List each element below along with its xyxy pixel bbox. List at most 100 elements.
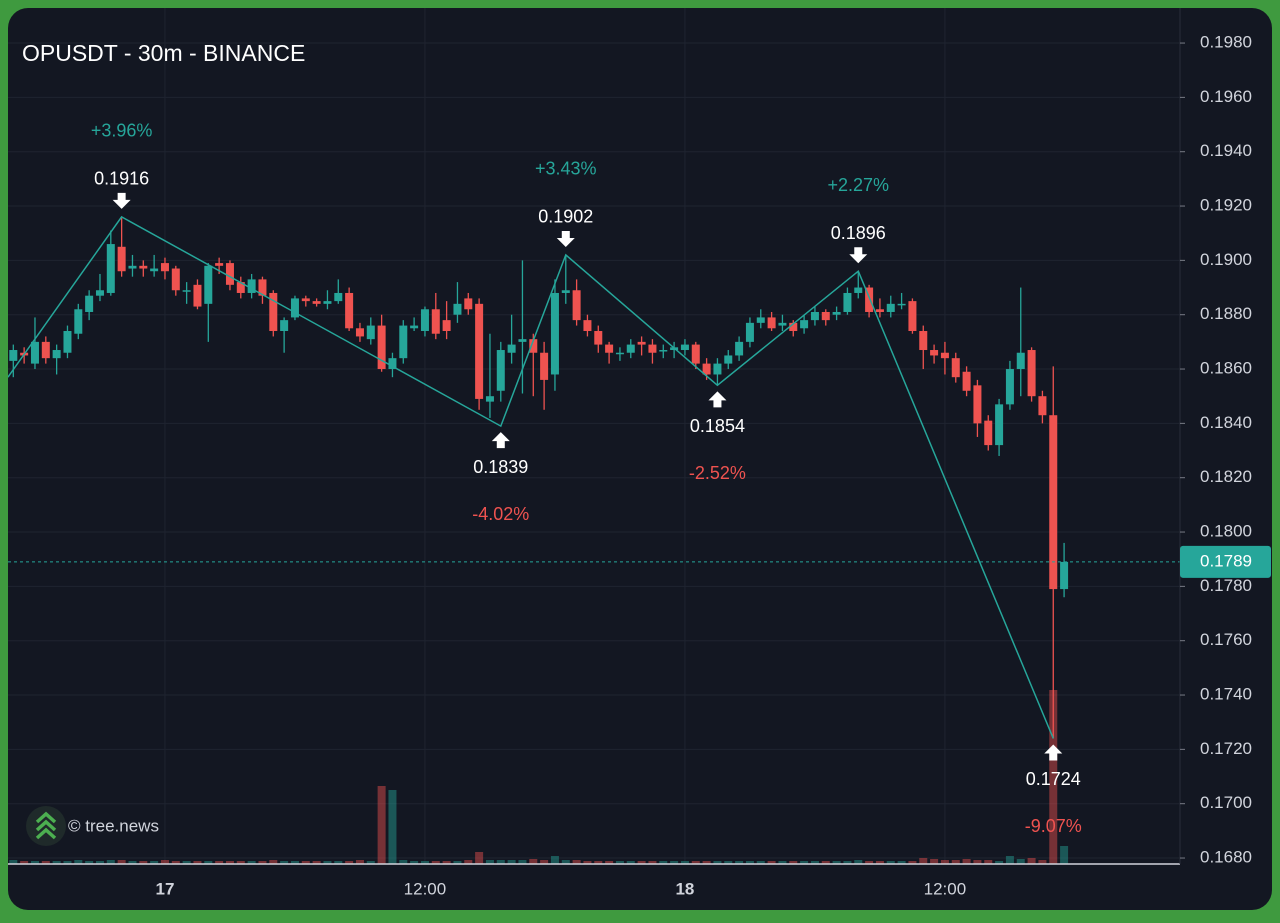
candle-body bbox=[648, 344, 657, 353]
candle-body bbox=[637, 341, 646, 345]
candle-body bbox=[897, 303, 906, 306]
candle-body bbox=[810, 311, 819, 321]
volume-bar bbox=[475, 852, 484, 864]
pivot-change: -9.07% bbox=[1025, 816, 1082, 836]
y-tick-label: 0.1720 bbox=[1200, 739, 1252, 758]
candle-body bbox=[735, 341, 744, 356]
volume-bar bbox=[410, 861, 419, 864]
volume-bar bbox=[290, 861, 299, 864]
y-tick-label: 0.1700 bbox=[1200, 793, 1252, 812]
candle-body bbox=[626, 344, 635, 353]
volume-bar bbox=[951, 860, 960, 864]
candle-body bbox=[930, 350, 939, 356]
candle-body bbox=[453, 303, 462, 315]
watermark: © tree.news bbox=[68, 816, 159, 835]
volume-bar bbox=[605, 861, 614, 864]
volume-bar bbox=[258, 861, 267, 864]
candle-body bbox=[52, 350, 61, 359]
candle-body bbox=[724, 355, 733, 364]
volume-bar bbox=[843, 861, 852, 864]
candle-body bbox=[713, 363, 722, 375]
candle-body bbox=[269, 292, 278, 332]
last-price-box bbox=[1180, 545, 1271, 578]
candle-body bbox=[128, 265, 137, 269]
candle-body bbox=[778, 322, 787, 326]
candle-body bbox=[832, 311, 841, 315]
candle-body bbox=[605, 344, 614, 353]
candle-body bbox=[399, 325, 408, 359]
candle-body bbox=[388, 358, 397, 370]
candle-body bbox=[280, 320, 289, 332]
candle-body bbox=[745, 322, 754, 342]
candle-body bbox=[984, 420, 993, 446]
volume-bar bbox=[854, 860, 863, 864]
volume-bar bbox=[984, 860, 993, 864]
volume-bar bbox=[453, 861, 462, 864]
candle-body bbox=[377, 325, 386, 370]
volume-bar bbox=[767, 861, 776, 864]
volume-bar bbox=[95, 861, 104, 864]
candle-body bbox=[1060, 561, 1069, 590]
candle-body bbox=[561, 290, 570, 293]
volume-bar bbox=[995, 861, 1004, 864]
volume-bar bbox=[962, 859, 971, 864]
candle-body bbox=[85, 295, 94, 312]
volume-bar bbox=[442, 861, 451, 864]
volume-bar bbox=[399, 860, 408, 864]
pivot-arrow bbox=[849, 247, 868, 264]
volume-bar bbox=[30, 861, 39, 864]
pivot-arrow bbox=[708, 391, 727, 408]
candle-body bbox=[995, 404, 1004, 446]
volume-bar bbox=[388, 790, 397, 864]
candle-body bbox=[312, 301, 321, 304]
y-tick-label: 0.1840 bbox=[1200, 413, 1252, 432]
candle-body bbox=[767, 317, 776, 329]
volume-bar bbox=[1060, 846, 1069, 864]
y-tick-label: 0.1760 bbox=[1200, 630, 1252, 649]
candle-body bbox=[485, 396, 494, 402]
chart-title: OPUSDT - 30m - BINANCE bbox=[22, 40, 305, 66]
x-tick-label: 17 bbox=[156, 879, 175, 898]
volume-bar bbox=[583, 861, 592, 864]
candle-body bbox=[204, 265, 213, 304]
pivot-change: +3.96% bbox=[91, 121, 153, 141]
x-tick-label: 12:00 bbox=[404, 879, 447, 898]
candle-body bbox=[886, 303, 895, 312]
candle-body bbox=[940, 352, 949, 359]
candle-body bbox=[518, 339, 527, 342]
candle-body bbox=[702, 363, 711, 375]
volume-bar bbox=[345, 861, 354, 864]
chart-panel bbox=[8, 8, 1272, 910]
candle-body bbox=[225, 263, 234, 285]
volume-bar bbox=[160, 860, 169, 864]
candle-body bbox=[919, 331, 928, 351]
candle-body bbox=[95, 290, 104, 296]
candle-body bbox=[290, 298, 299, 318]
candle-body bbox=[821, 311, 830, 321]
volume-bar bbox=[908, 861, 917, 864]
candle-body bbox=[334, 292, 343, 302]
candle-body bbox=[258, 279, 267, 296]
volume-bar bbox=[74, 860, 83, 864]
volume-bar bbox=[139, 861, 148, 864]
volume-bar bbox=[810, 861, 819, 864]
volume-bar bbox=[940, 860, 949, 864]
candle-body bbox=[691, 344, 700, 364]
y-tick-label: 0.1820 bbox=[1200, 467, 1252, 486]
candle-body bbox=[875, 309, 884, 312]
pivot-label: 0.1916 bbox=[94, 169, 149, 189]
y-tick-label: 0.1740 bbox=[1200, 685, 1252, 704]
axes: 0.1680 0.1700 0.1720 0.1740 0.1760 0.1780 0.18… bbox=[91, 33, 1271, 898]
volume-bar bbox=[366, 861, 375, 864]
logo bbox=[26, 806, 66, 846]
candle-body bbox=[106, 244, 115, 293]
candle-body bbox=[323, 301, 332, 304]
volume-bar bbox=[496, 860, 505, 864]
volume-bar bbox=[865, 861, 874, 864]
candle-body bbox=[789, 322, 798, 332]
candle-body bbox=[962, 371, 971, 391]
zigzag-line bbox=[8, 215, 1054, 739]
volume-bar bbox=[1049, 690, 1058, 864]
candle-body bbox=[355, 328, 364, 337]
